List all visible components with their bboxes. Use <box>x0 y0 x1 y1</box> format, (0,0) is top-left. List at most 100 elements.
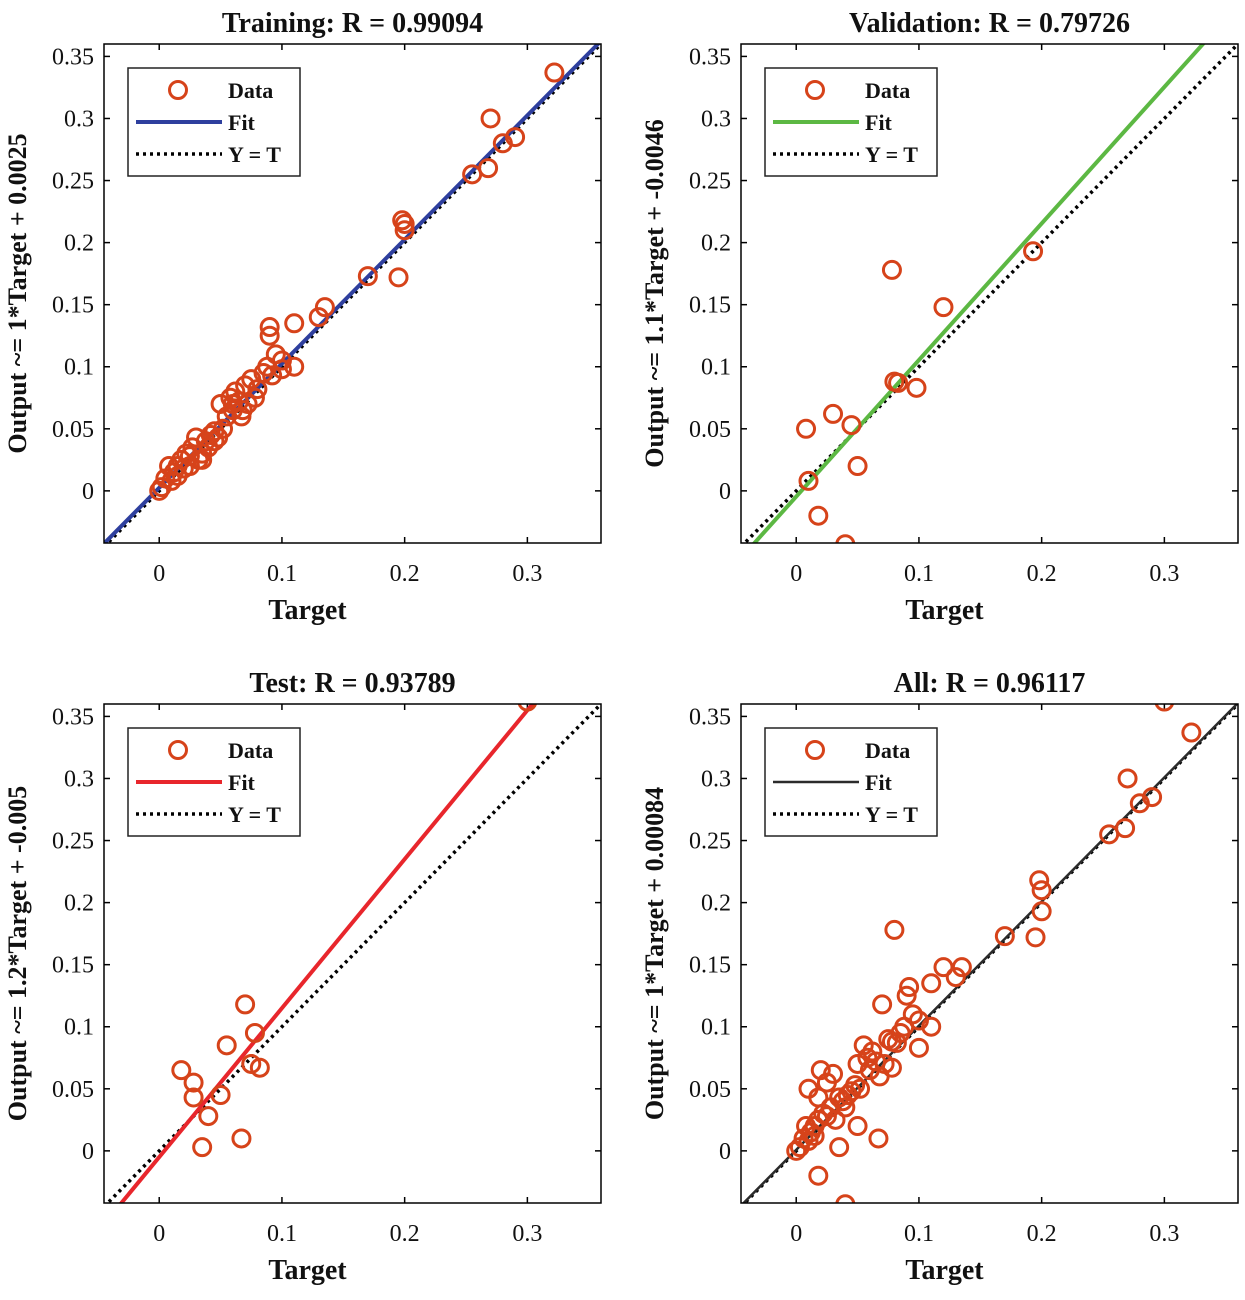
legend: Data Fit Y = T <box>764 727 938 837</box>
y-tick-label: 0.05 <box>52 417 94 443</box>
data-point <box>850 1078 871 1099</box>
x-tick-label: 0.3 <box>1149 561 1179 587</box>
data-point <box>829 1137 850 1158</box>
x-tick-label: 0.1 <box>267 1221 297 1247</box>
axes-frame <box>740 43 1239 544</box>
y-tick-label: 0.15 <box>52 293 94 319</box>
panel-title: Test: R = 0.93789 <box>249 668 455 699</box>
data-point <box>1181 722 1202 743</box>
data-point <box>816 1106 837 1127</box>
y-tick-label: 0.1 <box>64 355 94 381</box>
legend-entry-data: Data <box>228 78 273 103</box>
data-point <box>872 994 893 1015</box>
x-tick-label: 0.3 <box>512 1221 542 1247</box>
data-point <box>888 372 909 393</box>
data-point <box>796 418 817 439</box>
legend-entry-data: Data <box>865 738 910 763</box>
y-tick-label: 0 <box>82 1139 94 1165</box>
data-point <box>244 387 265 408</box>
x-tick-label: 0.2 <box>1027 561 1057 587</box>
legend-data-marker <box>805 740 825 760</box>
data-point <box>225 381 246 402</box>
panel-title: All: R = 0.96117 <box>894 668 1086 699</box>
data-point <box>896 985 917 1006</box>
data-point <box>244 1022 265 1043</box>
plot-content <box>105 704 601 1203</box>
data-point <box>902 1004 923 1025</box>
data-point <box>808 505 829 526</box>
panel-title: Training: R = 0.99094 <box>222 8 483 39</box>
x-tick-label: 0.3 <box>1149 1221 1179 1247</box>
axes-frame <box>740 703 1239 1204</box>
data-point <box>1117 768 1138 789</box>
data-point <box>899 977 920 998</box>
data-point <box>517 704 538 712</box>
data-point <box>1154 704 1175 712</box>
data-point <box>259 325 280 346</box>
data-point <box>906 377 927 398</box>
data-point <box>868 1128 889 1149</box>
legend-entry-identity: Y = T <box>865 802 918 827</box>
y-tick-label: 0.25 <box>52 829 94 855</box>
data-point <box>808 1087 829 1108</box>
data-point <box>841 415 862 436</box>
plot-content <box>741 704 1238 1203</box>
y-tick-label: 0.2 <box>701 231 731 257</box>
legend-entry-identity: Y = T <box>865 142 918 167</box>
data-point <box>284 313 305 334</box>
data-point <box>921 1016 942 1037</box>
y-tick-label: 0.25 <box>52 169 94 195</box>
y-tick-label: 0.25 <box>689 169 731 195</box>
data-point <box>478 158 499 179</box>
y-tick-label: 0.1 <box>701 355 731 381</box>
data-point <box>183 1072 204 1093</box>
y-tick-label: 0.05 <box>52 1077 94 1103</box>
y-tick-label: 0.15 <box>689 953 731 979</box>
regression-panel-1: 0 0.1 0.2 0.3 0 0.05 0.1 0.15 0.2 0.25 0.3 0.35 Trai… <box>3 8 602 626</box>
x-tick-label: 0 <box>790 561 802 587</box>
legend-entry-fit: Fit <box>865 770 893 795</box>
data-point <box>835 534 856 543</box>
data-point <box>945 967 966 988</box>
x-tick-label: 0.1 <box>904 1221 934 1247</box>
y-axis-label: Output ~= 1*Target + 0.00084 <box>640 787 669 1120</box>
y-tick-label: 0.3 <box>701 106 731 132</box>
legend-data-marker <box>168 740 188 760</box>
data-point <box>314 297 335 318</box>
y-tick-label: 0.2 <box>64 891 94 917</box>
x-tick-label: 0.3 <box>512 561 542 587</box>
data-point <box>235 994 256 1015</box>
x-tick-label: 0 <box>153 561 165 587</box>
legend-entry-fit: Fit <box>228 770 256 795</box>
y-tick-label: 0.1 <box>701 1015 731 1041</box>
data-point <box>210 1085 231 1106</box>
data-point <box>249 1057 270 1078</box>
legend: Data Fit Y = T <box>127 67 301 177</box>
data-point <box>921 973 942 994</box>
data-point <box>204 431 225 452</box>
data-point <box>171 1060 192 1081</box>
legend-entry-data: Data <box>228 738 273 763</box>
data-point <box>262 365 283 386</box>
data-point <box>808 1165 829 1186</box>
regression-panel-2: 0 0.1 0.2 0.3 0 0.05 0.1 0.15 0.2 0.25 0.3 0.35 Vali… <box>640 8 1239 626</box>
x-tick-label: 0.2 <box>390 561 420 587</box>
y-tick-label: 0 <box>719 1139 731 1165</box>
fit-line <box>751 44 1206 543</box>
data-point <box>544 62 565 83</box>
data-point <box>232 400 253 421</box>
data-point <box>216 1035 237 1056</box>
regression-panel-3: 0 0.1 0.2 0.3 0 0.05 0.1 0.15 0.2 0.25 0.3 0.35 Test… <box>3 668 602 1286</box>
data-point <box>480 108 501 129</box>
data-point <box>847 1116 868 1137</box>
data-point <box>1031 880 1052 901</box>
data-point <box>505 127 526 148</box>
data-point <box>823 1063 844 1084</box>
legend: Data Fit Y = T <box>127 727 301 837</box>
y-axis-label: Output ~= 1.1*Target + -0.0046 <box>640 119 669 467</box>
y-tick-label: 0.35 <box>689 704 731 730</box>
x-axis-label: Target <box>905 1255 984 1286</box>
data-point <box>1025 927 1046 948</box>
y-tick-label: 0.35 <box>52 44 94 70</box>
data-point <box>235 375 256 396</box>
